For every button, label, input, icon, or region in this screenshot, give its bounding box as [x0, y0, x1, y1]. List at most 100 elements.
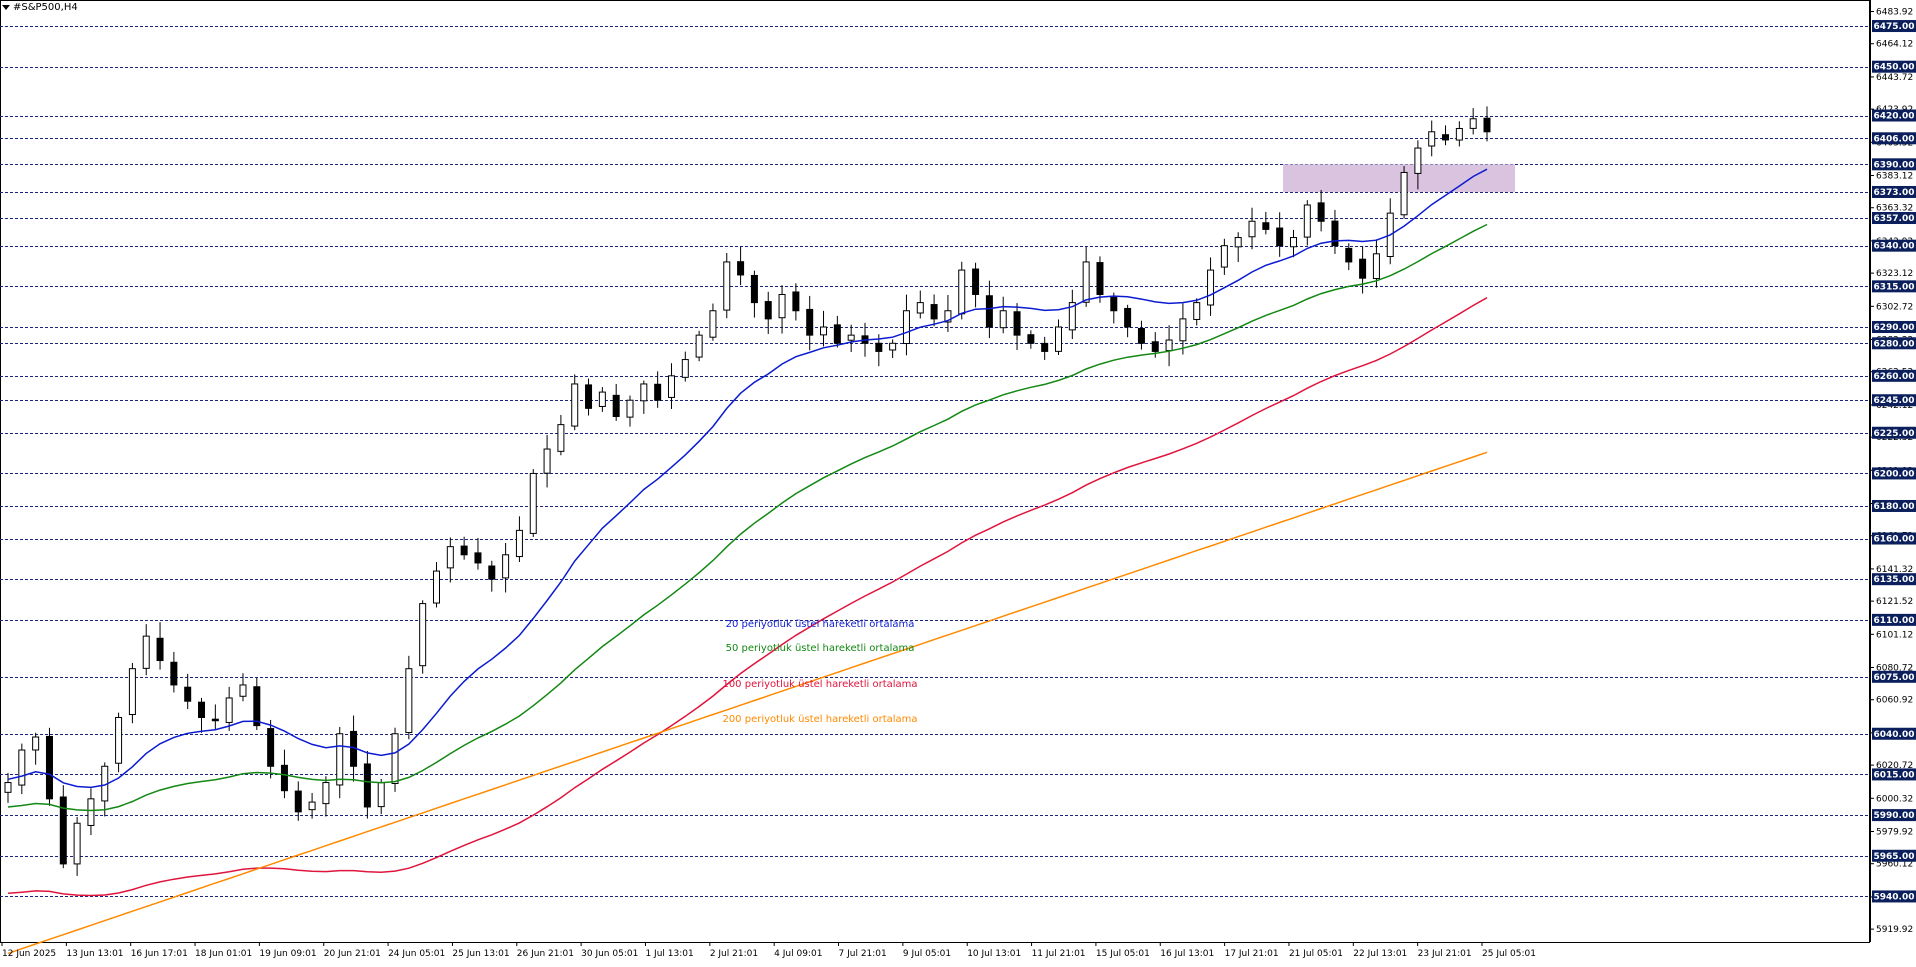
candle[interactable] — [308, 801, 316, 811]
candle[interactable] — [1248, 220, 1256, 238]
level-badge[interactable] — [1872, 613, 1916, 626]
candle[interactable] — [585, 384, 593, 409]
candle[interactable] — [626, 399, 634, 418]
candle[interactable] — [916, 302, 924, 314]
level-badge[interactable] — [1872, 426, 1916, 439]
candle[interactable] — [45, 735, 53, 800]
candle[interactable] — [87, 798, 95, 826]
candle[interactable] — [363, 763, 371, 808]
candle[interactable] — [1234, 237, 1242, 248]
candle[interactable] — [543, 448, 551, 474]
candle[interactable] — [972, 268, 980, 295]
level-badge[interactable] — [1872, 185, 1916, 198]
candle[interactable] — [128, 668, 136, 716]
level-badge[interactable] — [1872, 467, 1916, 480]
candle[interactable] — [999, 310, 1007, 329]
candle[interactable] — [432, 570, 440, 604]
candle[interactable] — [1193, 302, 1201, 320]
candle[interactable] — [474, 552, 482, 564]
candle[interactable] — [875, 342, 883, 352]
candle[interactable] — [709, 310, 717, 338]
candle[interactable] — [377, 782, 385, 808]
dropdown-triangle-icon[interactable] — [2, 5, 10, 10]
symbol-header[interactable]: #S&P500,H4 — [2, 2, 78, 13]
candle[interactable] — [902, 310, 910, 345]
candle[interactable] — [488, 565, 496, 580]
candle[interactable] — [1027, 334, 1035, 344]
candle[interactable] — [1317, 202, 1325, 222]
candle[interactable] — [612, 394, 620, 417]
level-badge[interactable] — [1872, 20, 1916, 33]
level-badge[interactable] — [1872, 532, 1916, 545]
candle[interactable] — [1165, 339, 1173, 352]
level-badge[interactable] — [1872, 369, 1916, 382]
candle[interactable] — [18, 749, 26, 786]
candle[interactable] — [142, 635, 150, 669]
candle[interactable] — [750, 274, 758, 304]
candle[interactable] — [1179, 318, 1187, 342]
candle[interactable] — [391, 733, 399, 784]
level-badge[interactable] — [1872, 849, 1916, 862]
level-badge[interactable] — [1872, 132, 1916, 145]
candle[interactable] — [598, 391, 606, 407]
candle[interactable] — [1372, 253, 1380, 280]
candle[interactable] — [764, 301, 772, 320]
candle[interactable] — [1124, 307, 1132, 328]
candle[interactable] — [681, 359, 689, 378]
candle[interactable] — [737, 261, 745, 276]
level-badge[interactable] — [1872, 727, 1916, 740]
candle[interactable] — [1110, 297, 1118, 312]
level-badge[interactable] — [1872, 890, 1916, 903]
candle[interactable] — [322, 782, 330, 805]
candle[interactable] — [4, 782, 12, 793]
candle[interactable] — [460, 545, 468, 556]
candle[interactable] — [115, 716, 123, 764]
candle[interactable] — [1137, 327, 1145, 344]
candle[interactable] — [1220, 245, 1228, 268]
candle[interactable] — [1055, 326, 1063, 352]
candle[interactable] — [1359, 258, 1367, 279]
candle[interactable] — [225, 697, 233, 723]
candle[interactable] — [1483, 117, 1491, 133]
candle[interactable] — [1276, 227, 1284, 247]
candle[interactable] — [1414, 147, 1422, 174]
level-badge[interactable] — [1872, 768, 1916, 781]
candle[interactable] — [73, 822, 81, 865]
level-badge[interactable] — [1872, 158, 1916, 171]
candle[interactable] — [847, 334, 855, 341]
candle[interactable] — [294, 790, 302, 813]
candle[interactable] — [280, 764, 288, 792]
candle[interactable] — [1345, 247, 1353, 263]
candle[interactable] — [640, 383, 648, 402]
candle[interactable] — [446, 546, 454, 569]
level-badge[interactable] — [1872, 239, 1916, 252]
level-badge[interactable] — [1872, 670, 1916, 683]
candle[interactable] — [1469, 118, 1477, 129]
candle[interactable] — [515, 529, 523, 558]
level-badge[interactable] — [1872, 280, 1916, 293]
candle[interactable] — [1289, 237, 1297, 248]
candle[interactable] — [419, 603, 427, 667]
level-badge[interactable] — [1872, 499, 1916, 512]
candle[interactable] — [529, 472, 537, 534]
candle[interactable] — [156, 637, 164, 662]
level-badge[interactable] — [1872, 321, 1916, 334]
candle[interactable] — [336, 733, 344, 786]
candle[interactable] — [958, 269, 966, 315]
candle[interactable] — [1068, 302, 1076, 331]
candle[interactable] — [1151, 341, 1159, 352]
level-badge[interactable] — [1872, 573, 1916, 586]
candle[interactable] — [985, 295, 993, 328]
candle[interactable] — [1262, 222, 1270, 230]
candle[interactable] — [502, 554, 510, 579]
candle[interactable] — [695, 334, 703, 358]
level-badge[interactable] — [1872, 809, 1916, 822]
candle[interactable] — [170, 661, 178, 686]
level-badge[interactable] — [1872, 337, 1916, 350]
candle[interactable] — [1013, 311, 1021, 336]
candle[interactable] — [1303, 204, 1311, 238]
candle[interactable] — [59, 796, 67, 865]
candle[interactable] — [405, 668, 413, 734]
